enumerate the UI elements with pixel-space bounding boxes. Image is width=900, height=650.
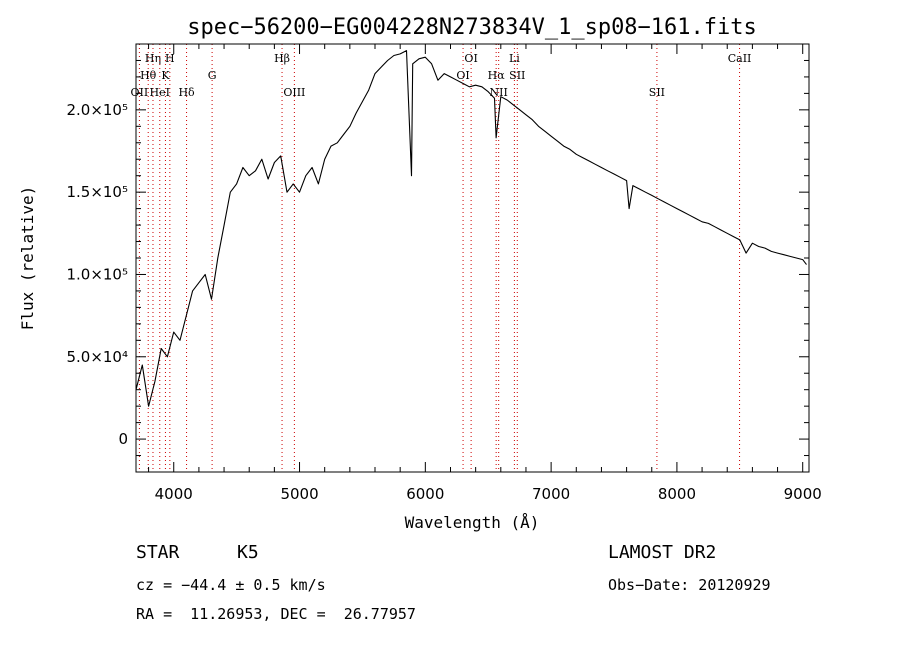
spectral-line-label: Hα — [488, 69, 506, 82]
x-axis: 4000 5000 6000 7000 8000 9000 — [148, 44, 822, 503]
spectral-line-label: G — [208, 69, 217, 82]
object-class: STAR — [136, 542, 180, 563]
x-tick-label: 6000 — [406, 485, 444, 503]
observation-date: Obs−Date: 20120929 — [608, 576, 771, 594]
plot-frame — [135, 43, 810, 473]
spectral-line-label: Hβ — [274, 52, 290, 65]
y-tick-label: 5.0×10⁴ — [66, 348, 128, 366]
redshift-info: cz = −44.4 ± 0.5 km/s — [136, 576, 326, 594]
chart-title: spec−56200−EG004228N273834V_1_sp08−161.f… — [187, 15, 757, 40]
spectral-line-label: OII — [131, 86, 149, 99]
x-tick-label: 5000 — [280, 485, 318, 503]
spectral-line-label: K — [161, 69, 170, 82]
y-tick-label: 0 — [118, 430, 128, 448]
spectral-line-label: NII — [490, 86, 508, 99]
x-tick-label: 8000 — [658, 485, 696, 503]
spectral-line-label: OI — [456, 69, 469, 82]
spectral-line-label: SII — [509, 69, 525, 82]
y-tick-label: 1.0×10⁵ — [66, 265, 128, 283]
spectral-line-label: Hη — [145, 52, 161, 65]
spectral-line-label: Hδ — [178, 86, 195, 99]
spectral-line-label: H — [165, 52, 175, 65]
y-axis: 0 5.0×10⁴ 1.0×10⁵ 1.5×10⁵ 2.0×10⁵ — [66, 59, 809, 457]
y-tick-label: 2.0×10⁵ — [66, 101, 128, 119]
x-tick-label: 9000 — [784, 485, 822, 503]
spectral-line-label: SII — [649, 86, 665, 99]
coordinates-info: RA = 11.26953, DEC = 26.77957 — [136, 605, 416, 623]
spectral-line-label: OI — [464, 52, 477, 65]
x-axis-label: Wavelength (Å) — [405, 513, 540, 532]
spectrum-line — [135, 50, 807, 407]
spectral-line-label: CaII — [728, 52, 752, 65]
spectral-line-label: OIII — [283, 86, 305, 99]
survey-label: LAMOST DR2 — [608, 542, 717, 563]
spectrum-layer — [135, 50, 807, 407]
spectral-line-label: Hθ — [140, 69, 157, 82]
spectral-line-label: HeI — [150, 86, 170, 99]
y-tick-label: 1.5×10⁵ — [66, 183, 128, 201]
object-subclass: K5 — [237, 542, 259, 563]
y-axis-label: Flux (relative) — [18, 186, 37, 331]
spectral-line-label: Li — [509, 52, 520, 65]
x-tick-label: 4000 — [155, 485, 193, 503]
x-tick-label: 7000 — [532, 485, 570, 503]
